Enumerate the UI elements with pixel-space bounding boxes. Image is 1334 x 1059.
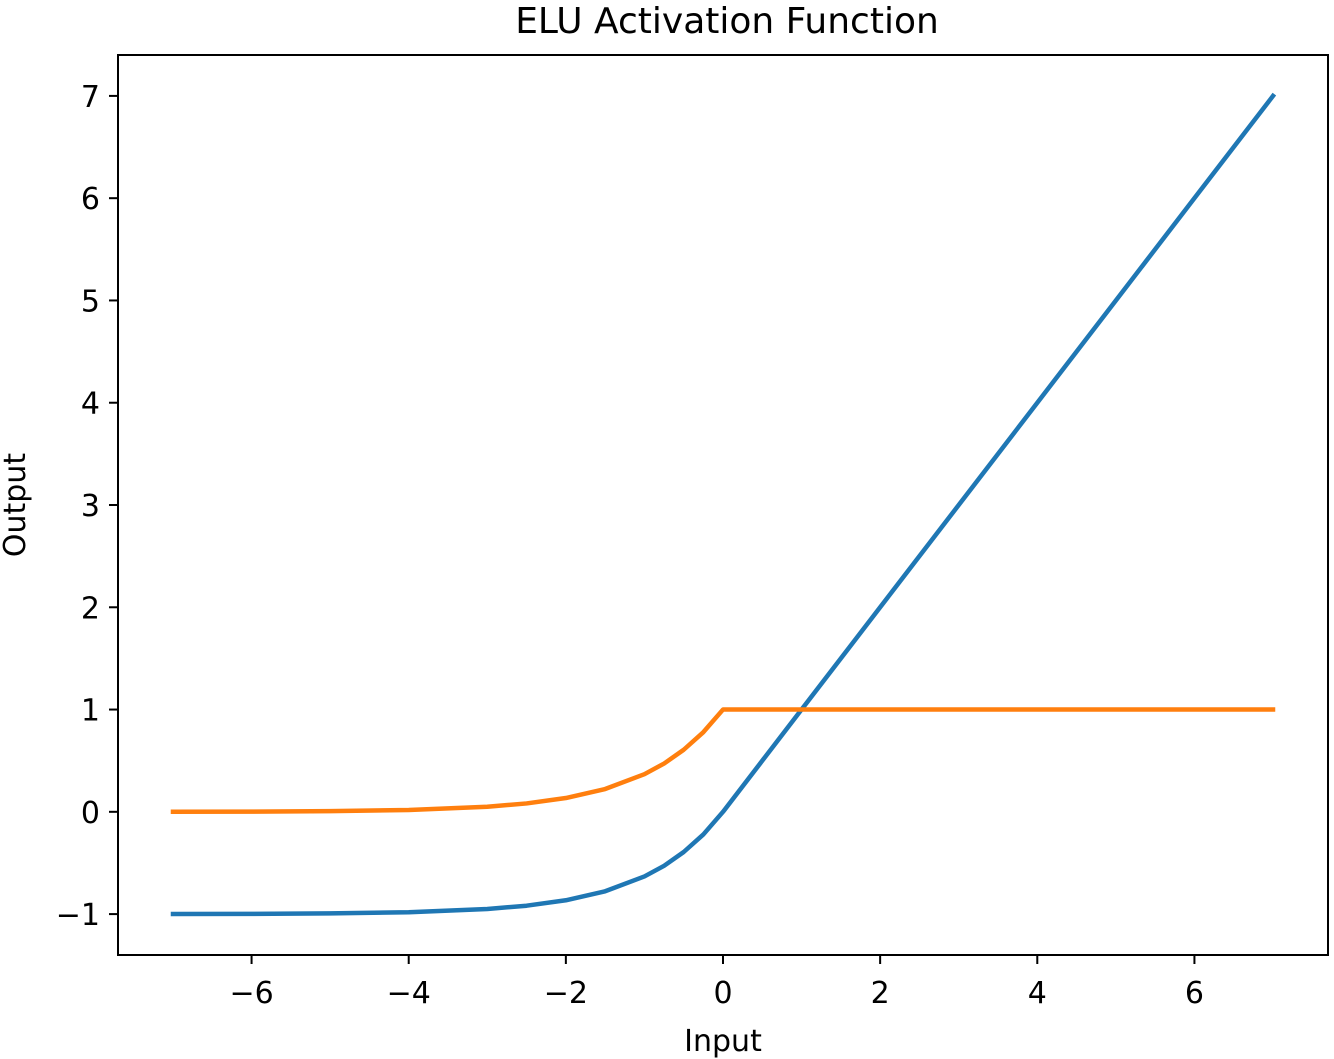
x-tick-label: 0 [713, 976, 732, 1011]
x-axis: −6 −4 −2 0 2 4 6 [229, 955, 1204, 1011]
series-line-2 [170, 707, 1276, 814]
y-tick-label: 5 [81, 284, 100, 319]
x-axis-title: Input [684, 1024, 762, 1059]
y-tick-label: 0 [81, 796, 100, 831]
y-tick-label: 7 [81, 80, 100, 115]
series-layer [170, 92, 1277, 917]
y-tick-label: 1 [81, 694, 100, 729]
y-tick-label: −1 [56, 898, 100, 933]
y-axis-title: Output [0, 453, 33, 557]
y-axis: −1 0 1 2 3 4 5 6 7 [56, 80, 118, 933]
y-tick-label: 4 [81, 387, 100, 422]
y-tick-label: 6 [81, 182, 100, 217]
x-tick-label: −6 [229, 976, 273, 1011]
x-tick-label: 4 [1028, 976, 1047, 1011]
x-tick-label: −4 [387, 976, 431, 1011]
x-tick-label: 6 [1185, 976, 1204, 1011]
y-tick-label: 3 [81, 489, 100, 524]
chart-title: ELU Activation Function [515, 1, 939, 42]
x-tick-label: 2 [871, 976, 890, 1011]
y-tick-label: 2 [81, 591, 100, 626]
x-tick-label: −2 [544, 976, 588, 1011]
series-line-1 [170, 92, 1277, 917]
